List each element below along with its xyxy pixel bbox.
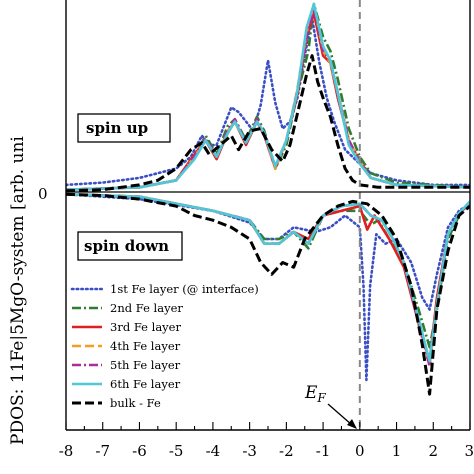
x-tick-label: -2 bbox=[279, 442, 294, 460]
spin-down-label: spin down bbox=[84, 237, 169, 255]
legend-item: 5th Fe layer bbox=[72, 358, 181, 372]
y-tick-label-0: 0 bbox=[38, 185, 48, 203]
legend-item: 3rd Fe layer bbox=[72, 320, 181, 334]
x-tick-label: -4 bbox=[206, 442, 221, 460]
fermi-arrowhead bbox=[347, 419, 357, 429]
series-layer bbox=[66, 2, 470, 396]
x-tick-label: -5 bbox=[169, 442, 184, 460]
axes-layer bbox=[65, 0, 471, 431]
x-tick-label: 0 bbox=[355, 442, 365, 460]
legend-item: bulk - Fe bbox=[72, 396, 161, 410]
legend-item: 1st Fe layer (@ interface) bbox=[70, 282, 259, 296]
x-tick-label: -8 bbox=[59, 442, 74, 460]
svg-text:EF: EF bbox=[304, 383, 326, 405]
x-tick-label: -7 bbox=[95, 442, 110, 460]
tick-labels: -8 -7 -6 -5 -4 -3 -2 -1 0 1 2 3 bbox=[59, 442, 474, 460]
series-6-up bbox=[66, 2, 470, 191]
series-7-up bbox=[66, 54, 470, 193]
y-axis-label: PDOS: 11Fe|5MgO-system [arb. uni bbox=[8, 136, 28, 445]
legend-item: 4th Fe layer bbox=[72, 339, 181, 353]
legend-label: 6th Fe layer bbox=[110, 377, 181, 391]
legend-label: bulk - Fe bbox=[110, 396, 161, 410]
legend-item: 6th Fe layer bbox=[72, 377, 181, 391]
fermi-arrow bbox=[327, 403, 353, 426]
series-1-up bbox=[66, 16, 470, 187]
x-tick-label: 2 bbox=[428, 442, 438, 460]
spin-down-label-box: spin down bbox=[77, 231, 183, 261]
legend-label: 4th Fe layer bbox=[110, 339, 181, 353]
x-tick-label: -6 bbox=[132, 442, 147, 460]
series-3-up bbox=[66, 12, 470, 191]
x-tick-label: -1 bbox=[316, 442, 331, 460]
x-tick-label: -3 bbox=[242, 442, 257, 460]
legend-label: 2nd Fe layer bbox=[110, 301, 183, 315]
series-6-down bbox=[66, 193, 470, 363]
fermi-label: E bbox=[304, 383, 318, 403]
series-5-up bbox=[66, 7, 470, 191]
series-2-up bbox=[66, 2, 470, 191]
series-4-up bbox=[66, 2, 470, 191]
legend-item: 2nd Fe layer bbox=[72, 301, 183, 315]
fermi-subscript: F bbox=[316, 391, 326, 405]
spin-up-label: spin up bbox=[86, 119, 148, 137]
legend-label: 3rd Fe layer bbox=[110, 320, 181, 334]
series-7-down bbox=[66, 192, 470, 396]
legend-label: 5th Fe layer bbox=[110, 358, 181, 372]
x-tick-label: 3 bbox=[464, 442, 474, 460]
legend: 1st Fe layer (@ interface) 2nd Fe layer 3r… bbox=[70, 282, 259, 410]
spin-up-label-box: spin up bbox=[77, 113, 171, 143]
x-tick-label: 1 bbox=[392, 442, 402, 460]
fermi-annotation: EF bbox=[304, 383, 357, 429]
legend-label: 1st Fe layer (@ interface) bbox=[110, 282, 259, 296]
